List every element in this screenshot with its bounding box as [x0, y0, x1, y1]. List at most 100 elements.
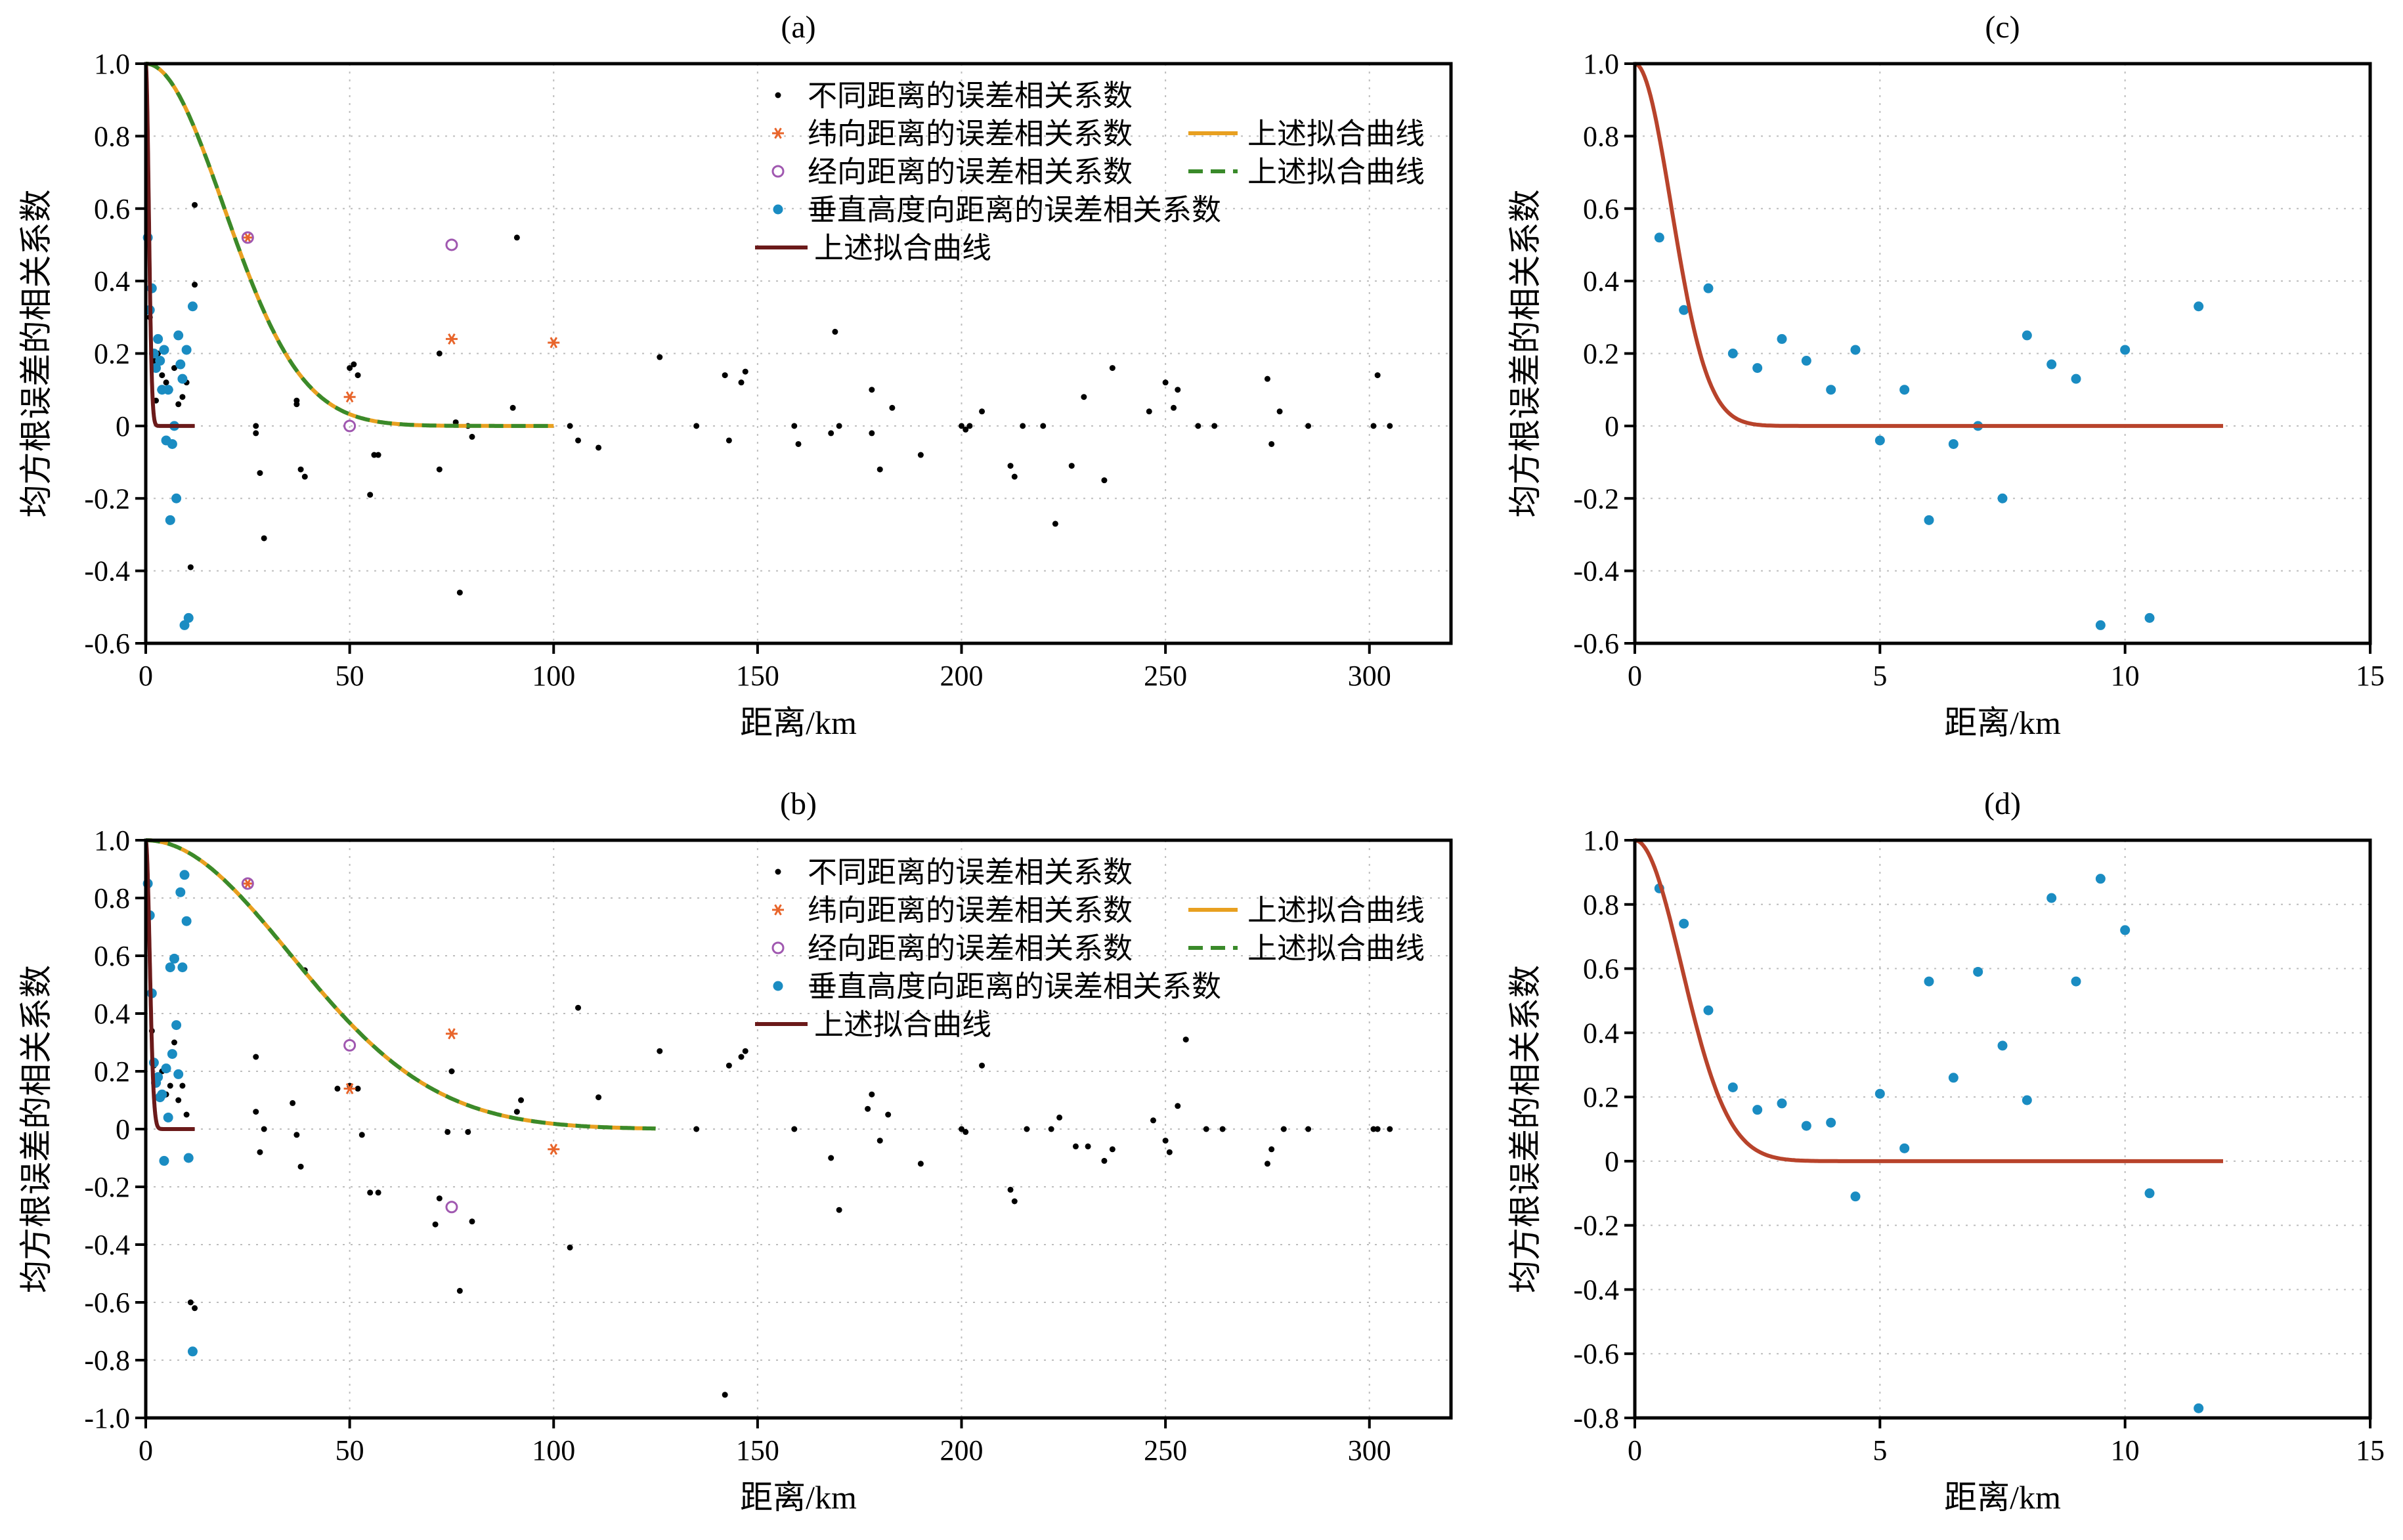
- data-point: [1777, 333, 1787, 344]
- series-dot: [144, 202, 1393, 596]
- data-point: [791, 1126, 798, 1132]
- x-tick-label: 0: [1628, 660, 1642, 692]
- data-point: [465, 1128, 471, 1135]
- data-point: [175, 887, 186, 897]
- data-point: [885, 1111, 892, 1118]
- data-point: [347, 365, 353, 372]
- data-point: [1166, 1149, 1173, 1155]
- data-point: [657, 1048, 663, 1054]
- data-point: [966, 423, 973, 429]
- data-point: [241, 231, 254, 244]
- data-point: [175, 401, 182, 408]
- data-point: [297, 1163, 304, 1170]
- y-tick-label: 1.0: [1583, 48, 1619, 80]
- legend-swatch: [773, 981, 783, 991]
- data-point: [963, 1128, 969, 1135]
- x-tick-label: 100: [532, 1434, 575, 1466]
- data-point: [253, 1054, 259, 1060]
- data-point: [173, 330, 184, 341]
- data-point: [738, 1054, 745, 1060]
- data-point: [575, 1004, 582, 1011]
- data-point: [1679, 918, 1689, 929]
- y-tick-label: 0.4: [1583, 265, 1619, 297]
- legend-label: 垂直高度向距离的误差相关系数: [808, 194, 1221, 226]
- data-point: [1850, 1191, 1861, 1202]
- data-point: [1370, 423, 1377, 429]
- data-point: [179, 1082, 186, 1089]
- data-point: [169, 953, 179, 964]
- legend-swatch: [772, 904, 784, 916]
- data-point: [1997, 493, 2008, 503]
- data-point: [163, 379, 169, 386]
- data-point: [725, 437, 732, 444]
- series-dot: [144, 880, 1393, 1398]
- data-point: [2095, 620, 2106, 630]
- data-point: [742, 1048, 748, 1054]
- data-point: [367, 492, 374, 498]
- data-point: [187, 301, 198, 312]
- y-tick-label: -0.6: [1573, 1338, 1619, 1370]
- data-point: [153, 1072, 163, 1082]
- data-point: [445, 1201, 458, 1214]
- data-point: [375, 452, 381, 458]
- data-point: [1146, 408, 1152, 415]
- data-point: [1850, 345, 1861, 355]
- data-point: [257, 470, 263, 477]
- data-point: [518, 1097, 525, 1103]
- data-point: [791, 423, 798, 429]
- data-point: [241, 877, 254, 890]
- data-point: [2194, 301, 2204, 312]
- data-point: [1175, 1103, 1181, 1109]
- data-point: [163, 385, 173, 395]
- data-point: [2120, 345, 2131, 355]
- data-point: [177, 962, 188, 973]
- data-point: [1703, 1005, 1714, 1016]
- y-axis-title: 均方根误差的相关系数: [1507, 965, 1544, 1293]
- x-tick-label: 250: [1144, 660, 1187, 692]
- data-point: [1171, 404, 1177, 411]
- panel-label: (d): [1984, 786, 2021, 821]
- y-tick-label: -0.4: [1573, 555, 1619, 588]
- data-point: [959, 1126, 964, 1132]
- data-point: [1011, 473, 1018, 480]
- data-point: [1826, 1117, 1836, 1128]
- data-point: [1752, 1105, 1763, 1115]
- x-tick-label: 300: [1348, 660, 1391, 692]
- x-tick-label: 5: [1873, 1434, 1887, 1466]
- data-point: [448, 1068, 455, 1075]
- x-tick-label: 0: [139, 660, 153, 692]
- legend-swatch: [771, 941, 785, 954]
- data-point: [513, 234, 520, 241]
- fit-curve: [146, 838, 656, 1131]
- data-point: [175, 1097, 182, 1103]
- data-point: [171, 493, 182, 503]
- legend-label: 上述拟合曲线: [1247, 894, 1425, 927]
- legend-swatch: [771, 165, 785, 178]
- series-bluedot: [1654, 874, 2204, 1413]
- data-point: [175, 359, 186, 370]
- data-point: [1899, 1143, 1910, 1153]
- data-point: [159, 1155, 169, 1166]
- data-point: [1387, 1126, 1393, 1132]
- y-tick-label: 0.4: [1583, 1017, 1619, 1049]
- y-tick-label: -0.2: [84, 1171, 130, 1203]
- y-tick-label: -0.4: [84, 555, 130, 588]
- data-point: [1924, 515, 1934, 525]
- grid: [1635, 64, 2371, 643]
- chart-panel-a: (a) 0 50 100 150 200 250 300 -0.6 -0.4 -0.2 0 0.2 0.4…: [18, 10, 1453, 741]
- y-tick-label: 0.8: [94, 120, 130, 152]
- series-star: [242, 232, 560, 403]
- y-tick-label: 0.6: [94, 940, 130, 972]
- data-point: [963, 426, 969, 433]
- y-tick-label: 0.2: [94, 338, 130, 370]
- y-tick-label: 0.6: [1583, 193, 1619, 225]
- data-point: [1081, 394, 1087, 400]
- data-point: [242, 878, 254, 889]
- data-point: [1777, 1098, 1787, 1109]
- data-point: [183, 1153, 194, 1163]
- data-point: [179, 870, 190, 880]
- data-point: [1056, 1114, 1063, 1121]
- data-point: [297, 466, 304, 473]
- data-point: [253, 430, 259, 437]
- data-point: [832, 328, 838, 335]
